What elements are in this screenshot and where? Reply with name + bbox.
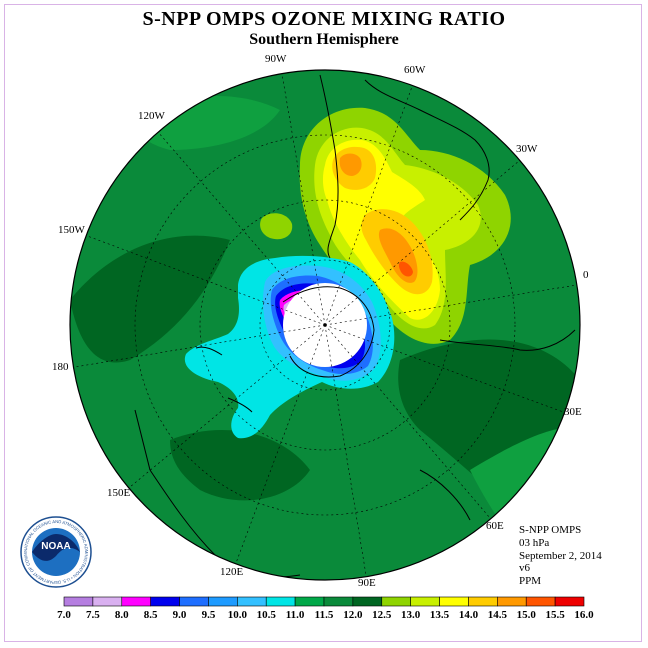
colorbar-swatch bbox=[150, 596, 180, 607]
lon-label-90w: 90W bbox=[265, 53, 287, 65]
date-label: September 2, 2014 bbox=[519, 549, 602, 562]
colorbar-tick-label: 7.0 bbox=[57, 609, 71, 621]
colorbar-swatch bbox=[121, 596, 151, 607]
colorbar-tick-label: 12.5 bbox=[372, 609, 392, 621]
lon-label-60e: 60E bbox=[486, 520, 504, 532]
logo-text: NOAA bbox=[41, 541, 70, 552]
colorbar-swatch bbox=[323, 596, 354, 607]
colorbar-tick-label: 9.5 bbox=[202, 609, 216, 621]
lon-label-90e: 90E bbox=[358, 577, 376, 589]
colorbar-swatch bbox=[63, 596, 94, 607]
colorbar-swatch bbox=[410, 596, 440, 607]
meridian-lines bbox=[74, 73, 578, 576]
colorbar-tick-label: 14.5 bbox=[488, 609, 508, 621]
colorbar-tick-label: 7.5 bbox=[86, 609, 100, 621]
lon-label-150w: 150W bbox=[58, 224, 86, 236]
colorbar-tick-label: 12.0 bbox=[343, 609, 363, 621]
contour-12-band-west bbox=[70, 235, 230, 363]
colorbar-swatch bbox=[265, 596, 296, 607]
lon-label-60w: 60W bbox=[404, 64, 426, 76]
unit-label: PPM bbox=[519, 575, 542, 588]
version-label: v6 bbox=[519, 562, 530, 575]
colorbar-swatch bbox=[554, 596, 585, 607]
logo-gull-icon bbox=[32, 534, 80, 561]
lon-label-30w: 30W bbox=[516, 143, 538, 155]
latitude-circle-80s bbox=[259, 259, 391, 391]
colorbar-tick-label: 16.0 bbox=[574, 609, 594, 621]
colorbar-swatch bbox=[208, 596, 238, 607]
contour-12-5-blob bbox=[260, 213, 293, 240]
pressure-level-label: 03 hPa bbox=[519, 536, 550, 549]
lon-label-30e: 30E bbox=[564, 406, 582, 418]
lon-label-150e: 150E bbox=[107, 487, 131, 499]
noaa-logo: NATIONAL OCEANIC AND ATMOSPHERIC ADMINIS… bbox=[20, 516, 92, 588]
colorbar: 7.0 7.5 8.0 8.5 9.0 9.5 10.0 10.5 11.0 11.5 12.0 12… bbox=[57, 596, 594, 621]
colorbar-tick-label: 11.0 bbox=[286, 609, 305, 621]
page-subtitle: Southern Hemisphere bbox=[249, 31, 399, 48]
colorbar-swatch bbox=[439, 596, 469, 607]
latitude-circle-40s bbox=[134, 134, 516, 516]
colorbar-tick-label: 13.0 bbox=[401, 609, 421, 621]
colorbar-tick-label: 15.0 bbox=[517, 609, 537, 621]
colorbar-tick-label: 8.0 bbox=[115, 609, 129, 621]
colorbar-swatch bbox=[237, 596, 267, 607]
lon-label-180: 180 bbox=[52, 361, 69, 373]
colorbar-tick-label: 14.0 bbox=[459, 609, 479, 621]
colorbar-tick-label: 15.5 bbox=[545, 609, 565, 621]
colorbar-swatch bbox=[294, 596, 325, 607]
colorbar-swatch bbox=[525, 596, 556, 607]
contour-14-5-north bbox=[339, 153, 362, 176]
colorbar-tick-label: 10.5 bbox=[257, 609, 277, 621]
lon-label-120e: 120E bbox=[220, 566, 244, 578]
colorbar-tick-label: 11.5 bbox=[315, 609, 334, 621]
contour-15-spot bbox=[398, 261, 413, 277]
colorbar-swatch bbox=[381, 596, 411, 607]
colorbar-swatch bbox=[179, 596, 209, 607]
colorbar-swatch bbox=[352, 596, 383, 607]
colorbar-tick-label: 13.5 bbox=[430, 609, 450, 621]
colorbar-swatch bbox=[92, 596, 123, 607]
lon-label-0: 0 bbox=[583, 269, 589, 281]
colorbar-swatch bbox=[497, 596, 527, 607]
info-block: S-NPP OMPS 03 hPa September 2, 2014 v6 P… bbox=[519, 524, 602, 588]
map-border bbox=[69, 69, 581, 581]
page-title: S-NPP OMPS OZONE MIXING RATIO bbox=[142, 8, 506, 30]
latitude-circle-60s bbox=[199, 199, 451, 451]
colorbar-tick-label: 8.5 bbox=[144, 609, 158, 621]
lon-label-120w: 120W bbox=[138, 110, 166, 122]
instrument-label: S-NPP OMPS bbox=[519, 524, 582, 536]
colorbar-swatch bbox=[468, 596, 498, 607]
colorbar-tick-label: 9.0 bbox=[173, 609, 187, 621]
contour-12-band-south bbox=[170, 430, 310, 501]
colorbar-tick-label: 10.0 bbox=[228, 609, 248, 621]
